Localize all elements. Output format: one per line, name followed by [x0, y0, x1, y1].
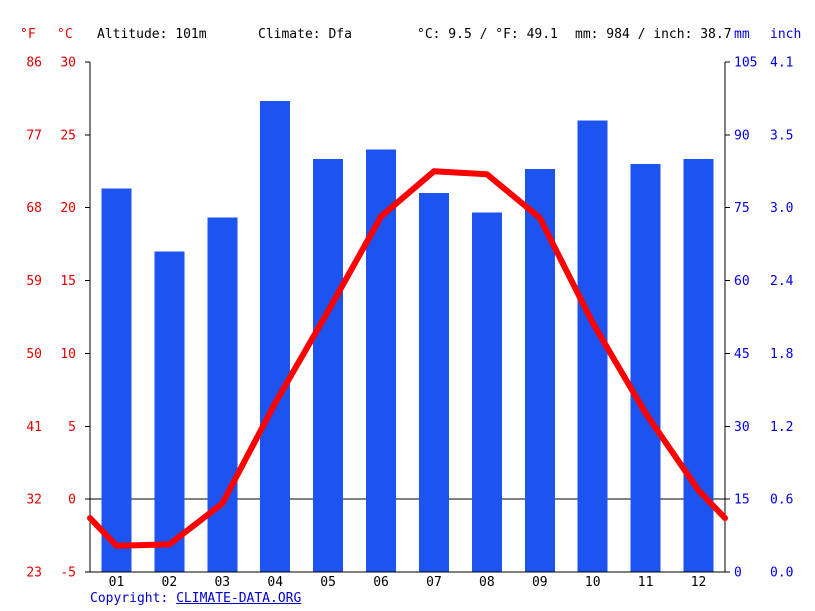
precip-bar-08 — [471, 212, 502, 573]
month-label: 09 — [532, 575, 548, 590]
mm-tick-label: 15 — [734, 493, 750, 508]
precip-bar-11 — [630, 164, 661, 572]
month-label: 12 — [691, 575, 707, 590]
fahrenheit-tick-label: 32 — [26, 493, 42, 508]
altitude-label: Altitude: 101m — [97, 27, 207, 42]
total-precipitation-label: mm: 984 / inch: 38.7 — [575, 27, 732, 42]
precip-bar-03 — [207, 217, 238, 572]
fahrenheit-tick-label: 59 — [26, 274, 42, 289]
month-label: 03 — [214, 575, 230, 590]
fahrenheit-tick-label: 41 — [26, 420, 42, 435]
celsius-axis-unit: °C — [57, 27, 73, 42]
mm-tick-label: 105 — [734, 56, 757, 71]
month-label: 07 — [426, 575, 442, 590]
month-label: 02 — [162, 575, 178, 590]
celsius-tick-label: 0 — [68, 493, 76, 508]
inch-tick-label: 1.2 — [770, 420, 793, 435]
mm-tick-label: 90 — [734, 128, 750, 143]
mm-tick-label: 45 — [734, 347, 750, 362]
temperature-line — [87, 168, 728, 549]
celsius-tick-label: 15 — [60, 274, 76, 289]
mm-tick-label: 30 — [734, 420, 750, 435]
inch-tick-label: 0.0 — [770, 566, 793, 581]
avg-temperature-label: °C: 9.5 / °F: 49.1 — [417, 27, 558, 42]
inch-tick-label: 0.6 — [770, 493, 793, 508]
month-label: 06 — [373, 575, 389, 590]
celsius-tick-label: 25 — [60, 128, 76, 143]
precip-bar-01 — [101, 188, 132, 573]
precip-bar-09 — [524, 168, 555, 572]
precip-bar-10 — [577, 120, 608, 573]
mm-axis-unit: mm — [734, 27, 750, 42]
fahrenheit-tick-label: 23 — [26, 566, 42, 581]
month-label: 10 — [585, 575, 601, 590]
month-label: 01 — [109, 575, 125, 590]
fahrenheit-tick-label: 77 — [26, 128, 42, 143]
inch-tick-label: 3.0 — [770, 201, 793, 216]
precip-bar-05 — [313, 159, 344, 572]
mm-tick-label: 60 — [734, 274, 750, 289]
mm-tick-label: 0 — [734, 566, 742, 581]
fahrenheit-tick-label: 50 — [26, 347, 42, 362]
precip-bar-02 — [154, 251, 185, 572]
precip-bar-07 — [418, 193, 449, 572]
month-label: 11 — [638, 575, 654, 590]
month-label: 04 — [267, 575, 283, 590]
month-label: 05 — [320, 575, 336, 590]
climate-classification-label: Climate: Dfa — [258, 27, 352, 42]
inch-tick-label: 3.5 — [770, 128, 793, 143]
celsius-tick-label: 10 — [60, 347, 76, 362]
celsius-tick-label: -5 — [60, 566, 76, 581]
celsius-tick-label: 30 — [60, 56, 76, 71]
copyright-link[interactable]: CLIMATE-DATA.ORG — [176, 591, 302, 606]
inch-tick-label: 2.4 — [770, 274, 794, 289]
fahrenheit-axis-unit: °F — [20, 27, 36, 42]
inch-tick-label: 4.1 — [770, 56, 793, 71]
copyright: Copyright: CLIMATE-DATA.ORG — [90, 591, 301, 606]
precip-bar-12 — [683, 159, 714, 572]
inch-tick-label: 1.8 — [770, 347, 793, 362]
copyright-label: Copyright: — [90, 591, 177, 606]
fahrenheit-tick-label: 68 — [26, 201, 42, 216]
mm-tick-label: 75 — [734, 201, 750, 216]
celsius-tick-label: 5 — [68, 420, 76, 435]
precip-bar-04 — [260, 100, 291, 572]
celsius-tick-label: 20 — [60, 201, 76, 216]
inch-axis-unit: inch — [770, 27, 802, 42]
month-label: 08 — [479, 575, 495, 590]
fahrenheit-tick-label: 86 — [26, 56, 42, 71]
